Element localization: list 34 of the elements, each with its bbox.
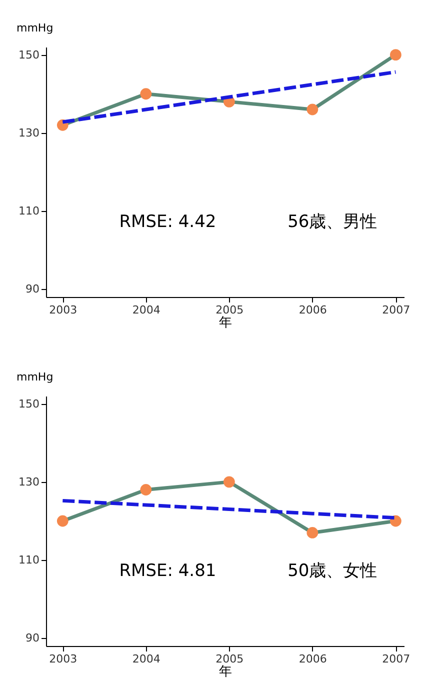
x-tick-label: 2003 [49, 304, 78, 316]
y-tick-label: 130 [18, 475, 40, 488]
x-tick-label: 2005 [216, 304, 244, 316]
x-axis-title: 年 [219, 664, 232, 680]
y-tick-label: 90 [26, 282, 40, 296]
y-axis-title: mmHg [16, 22, 54, 34]
annotation: RMSE: 4.81 [119, 561, 216, 581]
y-tick-label: 90 [26, 632, 40, 645]
point [390, 49, 402, 60]
point [140, 88, 152, 100]
point [223, 476, 235, 488]
point [140, 484, 152, 496]
x-axis-title: 年 [219, 316, 232, 330]
x-tick-label: 2004 [132, 652, 160, 666]
x-tick-label: 2006 [298, 304, 327, 316]
point [306, 104, 318, 116]
y-tick-label: 130 [18, 126, 40, 140]
point [390, 515, 402, 527]
annotation: 56歳、男性 [288, 212, 378, 232]
annotation: 50歳、女性 [288, 561, 378, 581]
x-tick-label: 2007 [382, 652, 410, 666]
x-tick-label: 2007 [382, 304, 410, 316]
point [306, 527, 318, 538]
y-axis-title: mmHg [16, 370, 54, 384]
annotation: RMSE: 4.42 [119, 212, 216, 232]
y-tick-label: 150 [18, 48, 40, 62]
y-tick-label: 110 [18, 204, 40, 218]
y-tick-label: 150 [18, 397, 40, 410]
x-tick-label: 2005 [216, 652, 244, 666]
y-tick-label: 110 [18, 554, 40, 567]
x-tick-label: 2003 [49, 652, 78, 666]
point [56, 515, 68, 527]
x-tick-label: 2006 [298, 652, 327, 666]
x-tick-label: 2004 [132, 304, 160, 316]
